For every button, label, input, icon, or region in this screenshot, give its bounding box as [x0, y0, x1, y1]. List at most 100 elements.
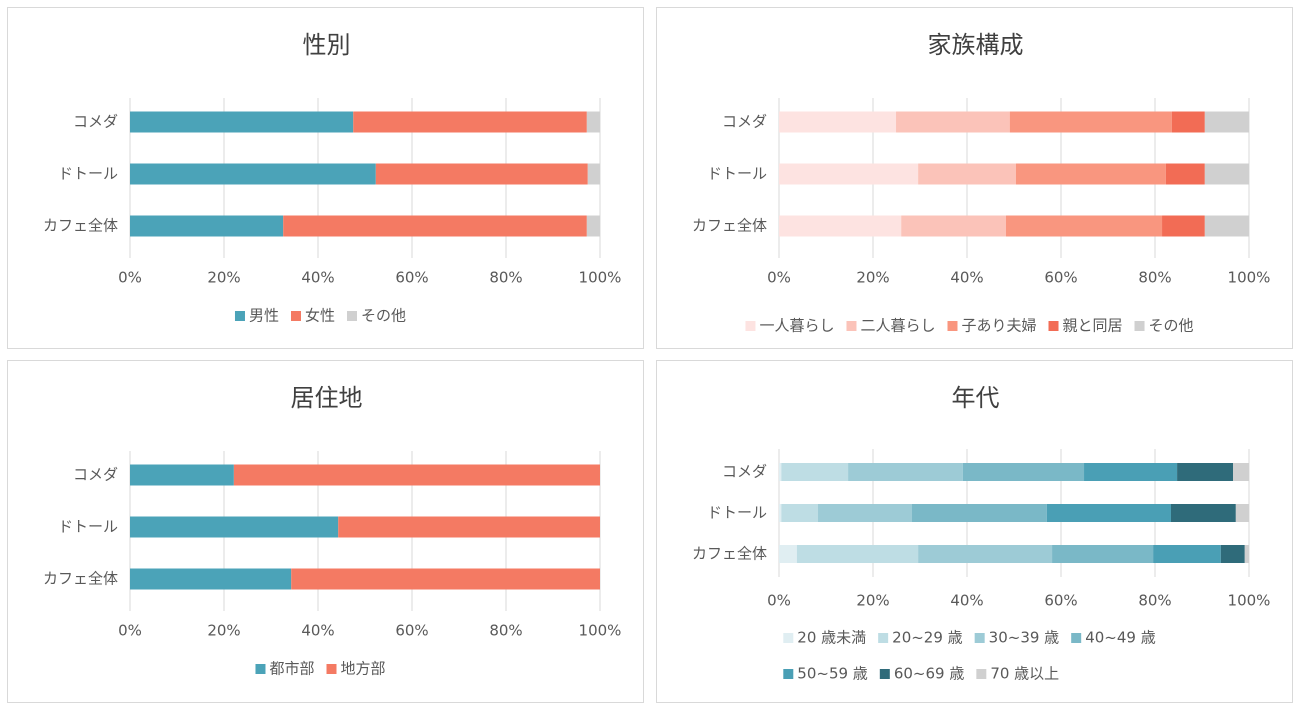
legend-label: 子あり夫婦: [961, 317, 1036, 335]
category-label: コメダ: [73, 466, 118, 484]
bar-segment: [130, 568, 292, 590]
legend-label: 70 歳以上: [990, 665, 1059, 683]
x-tick-label: 20%: [856, 592, 889, 610]
bar-segment: [291, 568, 600, 590]
category-label: ドトール: [58, 518, 118, 536]
bar-segment: [779, 215, 902, 237]
legend-swatch: [1071, 633, 1082, 643]
bar-segment: [1177, 463, 1234, 481]
bar-segment: [1052, 545, 1154, 563]
legend-swatch: [255, 664, 266, 674]
x-tick-label: 100%: [579, 622, 622, 640]
bar-segment: [586, 215, 600, 237]
bar-segment: [1162, 215, 1205, 237]
legend-label: 男性: [249, 307, 279, 325]
legend-label: 50~59 歳: [797, 665, 868, 683]
category-label: コメダ: [722, 463, 767, 481]
bar-segment: [1244, 545, 1249, 563]
legend-swatch: [326, 664, 337, 674]
legend-item: 20~29 歳: [878, 629, 963, 647]
x-tick-label: 60%: [395, 622, 428, 640]
bar-segment: [338, 516, 600, 538]
legend-label: その他: [361, 307, 406, 325]
x-tick-label: 60%: [1044, 592, 1077, 610]
bar-segment: [130, 163, 376, 185]
legend-item: 30~39 歳: [974, 629, 1060, 647]
legend-swatch: [1134, 321, 1145, 331]
category-label: カフェ全体: [43, 217, 118, 235]
legend-item: 40~49 歳: [1071, 629, 1156, 647]
chart-title: 年代: [952, 384, 1000, 412]
x-tick-label: 0%: [767, 269, 791, 287]
x-tick-label: 20%: [856, 269, 889, 287]
bar-segment: [918, 545, 1053, 563]
bar-segment: [962, 463, 1085, 481]
bar-segment: [353, 111, 587, 133]
legend-label: 親と同居: [1063, 317, 1123, 335]
legend-label: 20 歳未満: [797, 629, 866, 647]
legend-item: 50~59 歳: [783, 665, 868, 683]
legend-swatch: [783, 633, 794, 643]
x-tick-label: 0%: [767, 592, 791, 610]
legend-item: 男性: [234, 307, 279, 325]
x-tick-label: 100%: [579, 269, 622, 287]
legend-label: 40~49 歳: [1085, 629, 1156, 647]
bar-segment: [781, 463, 849, 481]
legend-swatch: [976, 669, 987, 679]
bar-segment: [1170, 504, 1236, 522]
bar-segment: [1015, 163, 1166, 185]
legend-label: その他: [1149, 317, 1194, 335]
legend-item: 二人暮らし: [846, 317, 935, 335]
legend-swatch: [974, 633, 985, 643]
x-tick-label: 100%: [1228, 269, 1271, 287]
bar-segment: [1153, 545, 1221, 563]
legend-label: 都市部: [269, 660, 314, 678]
category-label: ドトール: [707, 165, 767, 183]
x-tick-label: 20%: [207, 622, 240, 640]
legend-label: 60~69 歳: [894, 665, 965, 683]
x-tick-label: 0%: [118, 269, 142, 287]
bar-segment: [781, 504, 819, 522]
legend-label: 二人暮らし: [860, 317, 935, 335]
bar-segment: [1204, 163, 1249, 185]
bar-segment: [1165, 163, 1205, 185]
legend-swatch: [879, 669, 890, 679]
category-label: カフェ全体: [692, 217, 767, 235]
bar-segment: [779, 463, 782, 481]
legend-swatch: [878, 633, 889, 643]
bar-segment: [1046, 504, 1171, 522]
legend-item: 地方部: [326, 660, 386, 678]
bar-segment: [587, 163, 600, 185]
legend-item: その他: [1134, 317, 1194, 335]
x-tick-label: 40%: [301, 622, 334, 640]
legend-item: 女性: [290, 307, 335, 325]
x-tick-label: 0%: [118, 622, 142, 640]
bar-segment: [1006, 215, 1163, 237]
x-tick-label: 40%: [301, 269, 334, 287]
legend-label: 30~39 歳: [989, 629, 1060, 647]
x-tick-label: 100%: [1228, 592, 1271, 610]
bar-segment: [1009, 111, 1172, 133]
bar-segment: [130, 464, 234, 486]
bar-segment: [779, 504, 782, 522]
bar-segment: [283, 215, 587, 237]
bar-segment: [130, 215, 284, 237]
bar-segment: [779, 545, 797, 563]
legend-item: 一人暮らし: [745, 317, 834, 335]
legend-item: その他: [347, 307, 406, 325]
legend-label: 地方部: [341, 660, 386, 678]
legend-swatch: [846, 321, 857, 331]
bar-segment: [130, 111, 354, 133]
x-tick-label: 80%: [489, 622, 522, 640]
category-label: コメダ: [722, 113, 767, 131]
bar-segment: [796, 545, 919, 563]
bar-segment: [896, 111, 1010, 133]
legend-swatch: [1048, 321, 1059, 331]
bar-segment: [1204, 215, 1249, 237]
bar-segment: [375, 163, 588, 185]
